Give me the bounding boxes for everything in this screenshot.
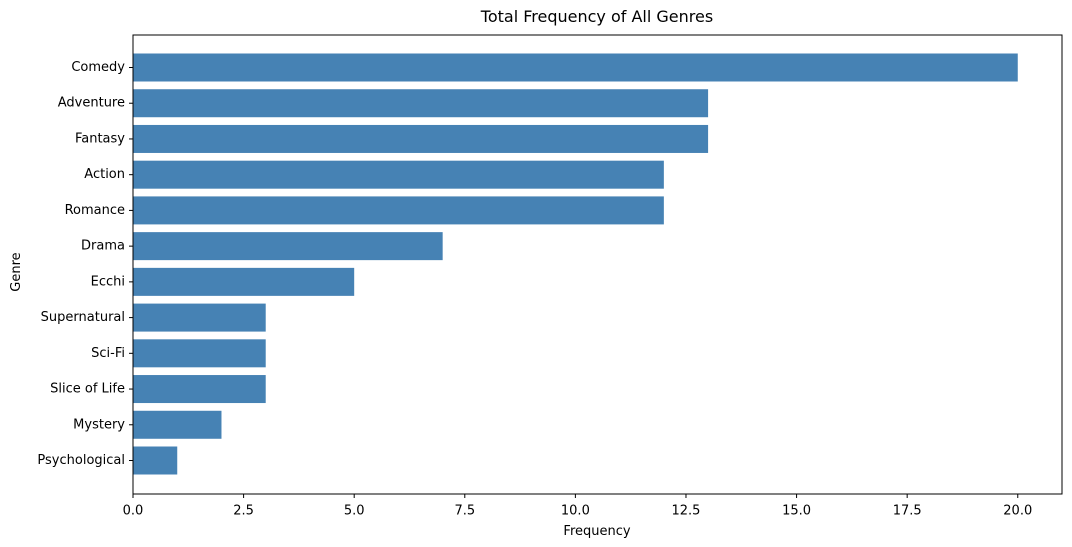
ticks-layer: Comedy Adventure Fantasy Action Romance Drama…: [37, 60, 1032, 519]
y-tick-label: Drama: [81, 239, 125, 254]
y-tick-label: Action: [84, 167, 125, 182]
x-tick-label: 10.0: [561, 504, 590, 519]
bar-romance: [133, 196, 664, 225]
bar-drama: [133, 232, 443, 261]
bar-slice-of-life: [133, 375, 266, 404]
x-tick-label: 15.0: [782, 504, 811, 519]
bar-psychological: [133, 446, 178, 475]
x-axis-label: Frequency: [563, 524, 630, 539]
y-tick-label: Slice of Life: [50, 382, 125, 397]
bar-adventure: [133, 89, 709, 118]
y-tick-label: Romance: [65, 203, 125, 218]
x-tick-label: 2.5: [233, 504, 254, 519]
y-tick-label: Comedy: [71, 60, 125, 75]
chart-title: Total Frequency of All Genres: [480, 7, 713, 26]
x-tick-label: 12.5: [671, 504, 700, 519]
y-tick-label: Psychological: [37, 453, 125, 468]
y-tick-label: Ecchi: [91, 274, 125, 289]
y-tick-label: Mystery: [73, 417, 125, 432]
x-tick-label: 20.0: [1003, 504, 1032, 519]
axes-layer: [132, 34, 1063, 495]
bar-sci-fi: [133, 339, 266, 368]
x-tick-label: 0.0: [123, 504, 144, 519]
x-tick-label: 17.5: [893, 504, 922, 519]
bars-layer: [133, 53, 1018, 475]
y-tick-label: Fantasy: [75, 131, 125, 146]
bar-mystery: [133, 410, 222, 439]
bar-supernatural: [133, 303, 266, 332]
bar-fantasy: [133, 124, 709, 153]
x-tick-label: 7.5: [454, 504, 475, 519]
bar-action: [133, 160, 664, 189]
y-tick-label: Adventure: [58, 96, 125, 111]
y-tick-label: Supernatural: [41, 310, 125, 325]
y-tick-label: Sci-Fi: [91, 346, 125, 361]
bar-ecchi: [133, 267, 355, 296]
bar-comedy: [133, 53, 1018, 82]
x-tick-label: 5.0: [344, 504, 365, 519]
plot-frame: [132, 34, 1063, 495]
y-axis-label: Genre: [9, 252, 24, 291]
